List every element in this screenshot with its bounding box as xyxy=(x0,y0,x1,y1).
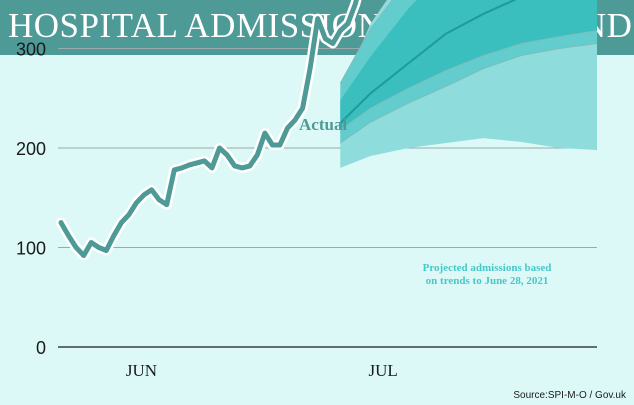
projection-scenario-line xyxy=(340,43,598,144)
projection-band-inner xyxy=(340,0,597,131)
projection-scenario-line xyxy=(339,0,393,84)
y-tick-label: 300 xyxy=(16,40,46,60)
y-tick-label: 200 xyxy=(16,139,46,159)
projection-scenario-line xyxy=(340,30,598,131)
projection-median-line xyxy=(339,0,517,124)
x-tick-label: JUN xyxy=(126,361,157,380)
y-tick-label: 0 xyxy=(36,338,46,358)
actual-annotation: Actual xyxy=(299,115,347,134)
source-credit: Source:SPI-M-O / Gov.uk xyxy=(513,390,627,401)
projection-annotation-line2: on trends to June 28, 2021 xyxy=(426,275,549,287)
x-tick-label: JUL xyxy=(368,361,397,380)
actual-line xyxy=(58,0,359,258)
projection-annotation-line1: Projected admissions based xyxy=(423,262,552,274)
y-tick-label: 100 xyxy=(16,239,46,259)
